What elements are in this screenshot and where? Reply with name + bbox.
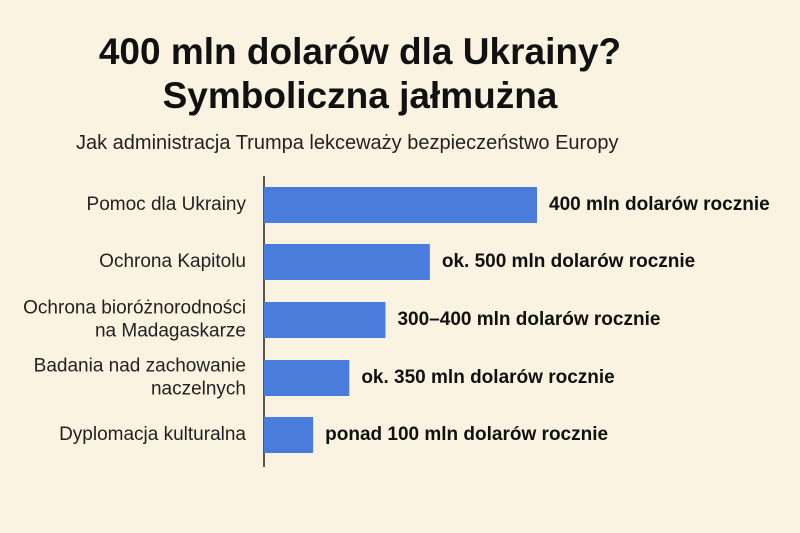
value-label-4: ponad 100 mln dolarów rocznie	[325, 424, 608, 445]
chart-subtitle: Jak administracja Trumpa lekceważy bezpi…	[76, 132, 619, 154]
bar-0	[264, 187, 537, 223]
chart-title-line-1: 400 mln dolarów dla Ukrainy?	[98, 31, 622, 72]
category-label-4-line-0: Dyplomacja kulturalna	[59, 424, 246, 445]
value-label-2: 300–400 mln dolarów rocznie	[397, 309, 660, 330]
chart-title-line-2: Symboliczna jałmużna	[162, 75, 558, 116]
bar-2	[264, 302, 386, 338]
category-label-3-line-0: Badania nad zachowanie	[34, 356, 246, 377]
bar-3	[264, 360, 350, 396]
category-label-2-line-1: na Madagaskarze	[95, 321, 246, 342]
value-label-1: ok. 500 mln dolarów rocznie	[442, 251, 695, 272]
category-label-0-line-0: Pomoc dla Ukrainy	[87, 194, 247, 215]
value-label-3: ok. 350 mln dolarów rocznie	[361, 367, 614, 388]
category-label-3-line-1: naczelnych	[151, 379, 246, 400]
bar-1	[264, 244, 430, 280]
chart-title: 400 mln dolarów dla Ukrainy? Symboliczna…	[0, 30, 720, 118]
category-label-2-line-0: Ochrona bioróżnorodności	[23, 298, 246, 319]
value-label-0: 400 mln dolarów rocznie	[549, 194, 770, 215]
category-label-1-line-0: Ochrona Kapitolu	[99, 251, 246, 272]
bar-4	[264, 417, 314, 453]
